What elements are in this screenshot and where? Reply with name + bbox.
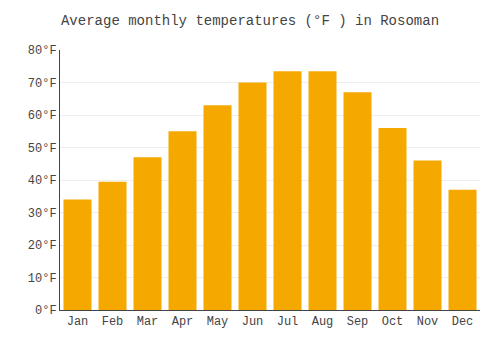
svg-text:70°F: 70°F (28, 77, 57, 91)
svg-text:Nov: Nov (417, 315, 439, 329)
svg-text:Aug: Aug (312, 315, 334, 329)
svg-text:Jan: Jan (67, 315, 89, 329)
svg-text:80°F: 80°F (28, 44, 57, 58)
svg-text:Jul: Jul (277, 315, 299, 329)
svg-text:Apr: Apr (172, 315, 194, 329)
svg-text:30°F: 30°F (28, 207, 57, 221)
svg-text:May: May (207, 315, 229, 329)
svg-text:Dec: Dec (452, 315, 474, 329)
svg-text:50°F: 50°F (28, 142, 57, 156)
svg-text:Mar: Mar (137, 315, 159, 329)
svg-text:40°F: 40°F (28, 174, 57, 188)
svg-text:0°F: 0°F (35, 304, 57, 318)
svg-text:Oct: Oct (382, 315, 404, 329)
svg-text:Feb: Feb (102, 315, 124, 329)
svg-text:Average monthly temperatures (: Average monthly temperatures (°F ) in Ro… (61, 13, 439, 29)
svg-text:Sep: Sep (347, 315, 369, 329)
svg-text:Jun: Jun (242, 315, 264, 329)
svg-text:10°F: 10°F (28, 272, 57, 286)
svg-text:60°F: 60°F (28, 109, 57, 123)
svg-text:20°F: 20°F (28, 239, 57, 253)
